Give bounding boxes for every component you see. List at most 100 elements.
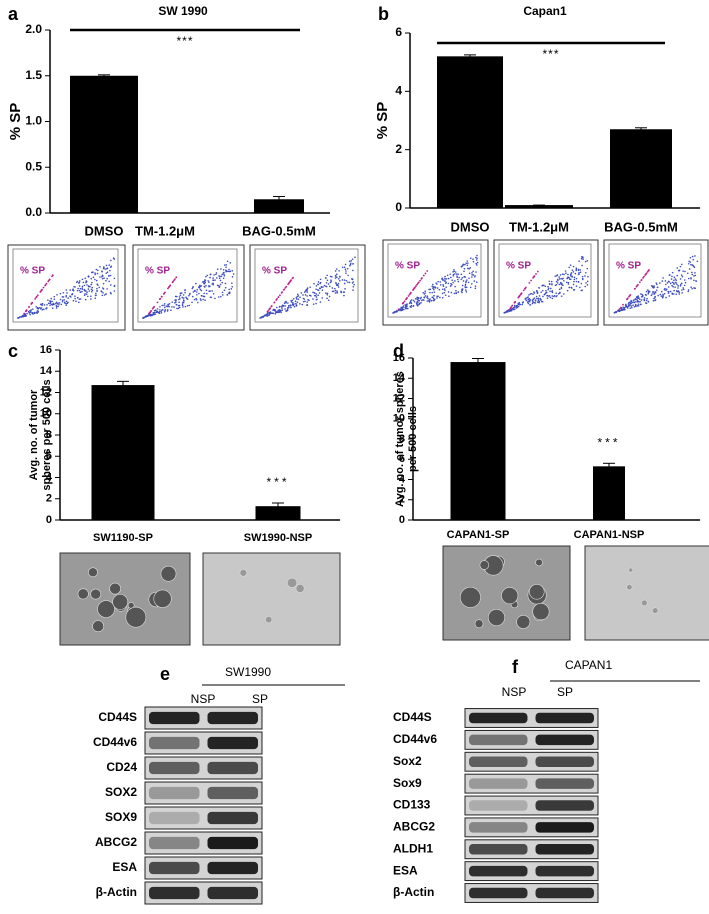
sphere xyxy=(92,620,105,633)
flow-dot xyxy=(687,290,690,293)
error-bar xyxy=(635,127,647,131)
flow-dot xyxy=(673,279,675,282)
flow-dot xyxy=(518,301,521,304)
flow-dot xyxy=(103,266,105,268)
flow-dot xyxy=(462,264,464,266)
flow-dot xyxy=(212,277,214,279)
gate-dot xyxy=(532,276,535,279)
sphere xyxy=(239,569,248,577)
flow-dot xyxy=(640,295,643,298)
flow-dot xyxy=(444,282,447,285)
flow-dot xyxy=(212,279,215,282)
flow-dot xyxy=(413,301,416,303)
flow-dot xyxy=(671,281,674,284)
flow-dot xyxy=(681,282,683,285)
blot-band xyxy=(535,800,594,811)
flow-dot xyxy=(461,291,463,294)
flow-dot xyxy=(580,257,583,260)
flow-dot xyxy=(74,295,76,297)
flow-dot xyxy=(228,291,231,293)
flow-dot xyxy=(433,286,435,289)
flow-dot xyxy=(216,284,219,287)
flow-dot xyxy=(309,286,311,288)
flow-dot xyxy=(60,303,63,306)
flow-dot xyxy=(693,279,695,282)
flow-dot xyxy=(228,268,230,271)
flow-dot xyxy=(206,274,209,277)
y-tick-label: 0 xyxy=(46,514,52,526)
flow-dot xyxy=(182,294,185,296)
flow-dot xyxy=(297,298,300,301)
flow-dot xyxy=(690,277,692,279)
gate-dot xyxy=(415,285,417,287)
flow-dot xyxy=(231,282,233,284)
flow-dot xyxy=(444,280,446,282)
flow-dot xyxy=(681,275,684,278)
flow-dot xyxy=(229,262,232,264)
flow-dot xyxy=(110,259,112,262)
flow-dot xyxy=(475,256,477,259)
gate-dot xyxy=(410,291,412,294)
flow-dot xyxy=(584,271,587,274)
gate-dot xyxy=(416,283,418,286)
flow-dot xyxy=(84,293,86,295)
flow-dot xyxy=(420,302,422,304)
flow-dot xyxy=(81,285,84,288)
flow-dot xyxy=(224,286,227,289)
flow-dot xyxy=(463,267,466,270)
flow-dot xyxy=(195,298,198,301)
flow-dot xyxy=(637,297,640,300)
flow-dot xyxy=(469,266,472,269)
flow-dot xyxy=(331,287,334,289)
gate-dot xyxy=(517,296,520,298)
flow-dot xyxy=(63,299,65,301)
flow-dot xyxy=(691,271,693,274)
flow-dot xyxy=(91,289,94,292)
flow-dot xyxy=(290,299,292,302)
flow-dot xyxy=(26,312,28,315)
flow-dot xyxy=(412,305,414,307)
flow-dot xyxy=(646,289,649,291)
flow-dot xyxy=(196,288,199,291)
flow-dot xyxy=(424,292,426,294)
flow-dot xyxy=(444,289,446,292)
flow-dot xyxy=(409,305,412,308)
flow-dot xyxy=(533,291,535,293)
flow-dot xyxy=(92,276,95,279)
flow-dot xyxy=(51,300,53,303)
flow-dot xyxy=(507,311,509,313)
flow-dot xyxy=(682,288,685,291)
flow-dot xyxy=(161,309,164,311)
flow-dot xyxy=(94,273,96,276)
flow-dot xyxy=(177,307,180,310)
panel-letter: d xyxy=(393,341,404,361)
flow-dot xyxy=(78,285,81,287)
flow-dot xyxy=(563,273,565,276)
significance-label: *** xyxy=(176,34,193,48)
flow-dot xyxy=(318,292,321,294)
flow-dot xyxy=(278,310,281,313)
gate-dot xyxy=(528,281,531,284)
flow-dot xyxy=(545,292,547,294)
flow-dot xyxy=(215,272,218,274)
flow-dot xyxy=(334,287,336,290)
flow-dot xyxy=(452,281,454,284)
flow-dot xyxy=(571,275,573,278)
flow-dot xyxy=(449,273,451,275)
flow-dot xyxy=(159,306,161,308)
flow-dot xyxy=(568,276,570,279)
marker-label: CD44v6 xyxy=(393,732,437,746)
x-tick-label: DMSO xyxy=(451,219,490,234)
flow-dot xyxy=(547,287,550,290)
flow-dot xyxy=(306,304,308,306)
flow-dot xyxy=(663,288,666,291)
chart-title: SW 1990 xyxy=(158,4,208,18)
flow-dot xyxy=(50,297,53,300)
flow-dot xyxy=(433,288,435,291)
gate-dot xyxy=(421,277,423,279)
marker-label: SOX2 xyxy=(105,785,137,799)
flow-dot xyxy=(538,286,540,289)
flow-dot xyxy=(94,272,96,274)
flow-dot xyxy=(545,289,547,292)
flow-dot xyxy=(41,302,44,305)
